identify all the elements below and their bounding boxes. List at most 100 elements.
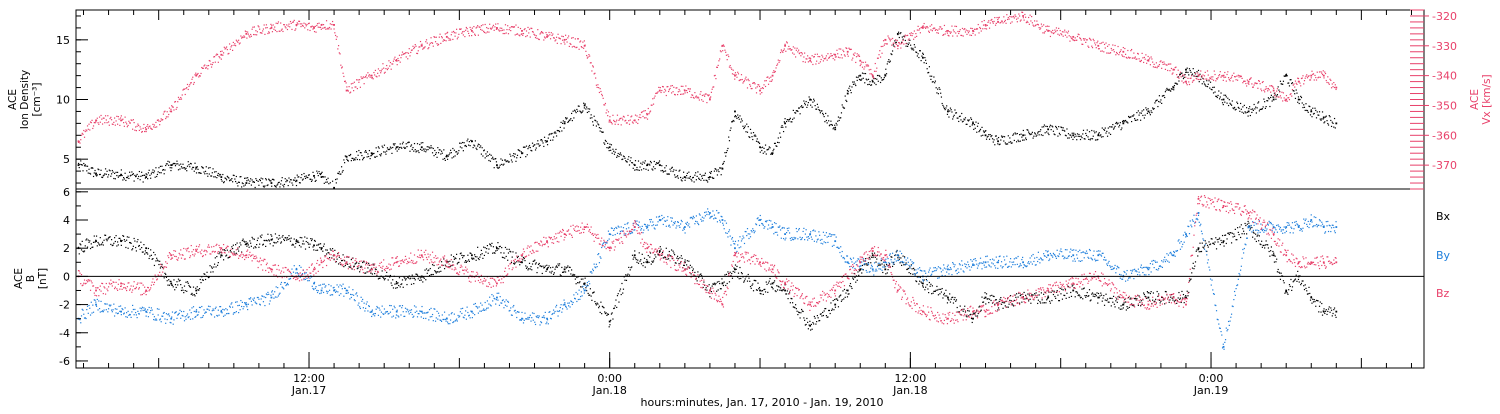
bx-dot — [655, 256, 657, 258]
density-dot — [594, 119, 596, 121]
vx-dot — [164, 110, 166, 112]
vx-point — [1222, 74, 1225, 77]
vx-dot — [840, 54, 843, 56]
density-dot — [213, 171, 216, 173]
vx-dot — [1304, 77, 1306, 79]
bx-dot — [1112, 295, 1115, 298]
bx-dot — [522, 256, 525, 259]
bx-dot — [254, 246, 256, 248]
vx-dot — [1242, 80, 1245, 82]
bx-dot — [1127, 307, 1129, 309]
vx-dot — [1108, 44, 1110, 46]
density-dot — [128, 177, 130, 180]
density-dot — [894, 40, 896, 42]
bx-dot — [895, 251, 897, 253]
density-dot — [202, 167, 204, 169]
bx-dot — [1041, 299, 1043, 301]
vx-dot — [1088, 46, 1090, 48]
density-dot — [170, 169, 172, 172]
density-dot — [579, 110, 581, 112]
density-dot — [652, 169, 654, 171]
density-dot — [1241, 111, 1243, 113]
density-dot — [509, 153, 511, 155]
bx-dot — [395, 281, 398, 283]
vx-dot — [379, 70, 381, 72]
vx-dot — [387, 67, 389, 69]
density-dot — [1314, 107, 1316, 109]
vx-dot — [1185, 82, 1188, 84]
vx-dot — [527, 26, 529, 29]
bx-dot — [526, 266, 528, 268]
density-dot — [387, 148, 389, 150]
vx-dot — [232, 41, 234, 44]
density-dot — [1257, 102, 1259, 104]
density-dot — [183, 167, 185, 169]
vx-dot — [962, 35, 964, 37]
vx-dot — [454, 35, 456, 37]
vx-dot — [147, 124, 149, 126]
bx-dot — [1064, 294, 1066, 297]
vx-dot — [648, 113, 650, 115]
bx-dot — [548, 265, 550, 267]
density-dot — [915, 51, 917, 53]
vx-dot — [248, 35, 250, 37]
density-dot — [852, 81, 854, 83]
density-dot — [1137, 119, 1139, 121]
density-dot — [176, 160, 178, 162]
vx-dot — [147, 127, 150, 129]
vx-dot — [1071, 38, 1073, 40]
bx-dot — [119, 239, 122, 241]
density-dot — [1145, 107, 1147, 109]
density-dot — [437, 147, 439, 149]
vx-point — [1022, 15, 1025, 17]
bx-dot — [728, 272, 730, 275]
density-dot — [134, 174, 136, 177]
vx-dot — [673, 93, 676, 96]
vx-dot — [1312, 73, 1315, 75]
bx-dot — [317, 244, 319, 246]
density-dot — [778, 141, 780, 144]
density-dot — [454, 155, 456, 157]
density-point — [1247, 110, 1250, 113]
density-dot — [298, 182, 301, 184]
bx-point — [1222, 240, 1225, 243]
density-dot — [922, 53, 924, 55]
bx-dot — [569, 266, 571, 269]
bx-dot — [568, 266, 570, 268]
density-dot — [692, 176, 694, 178]
bx-dot — [174, 289, 176, 291]
density-dot — [572, 110, 574, 112]
density-dot — [825, 119, 828, 122]
density-dot — [89, 173, 92, 175]
bx-dot — [597, 303, 599, 305]
density-dot — [1063, 129, 1065, 132]
density-dot — [589, 117, 591, 119]
density-dot — [537, 140, 539, 142]
bx-dot — [355, 262, 357, 264]
bx-dot — [758, 286, 761, 289]
vx-dot — [601, 95, 604, 97]
bx-dot — [584, 277, 586, 279]
vx-dot — [401, 54, 403, 56]
density-dot — [1234, 109, 1236, 111]
vx-dot — [1073, 39, 1076, 42]
bx-dot — [825, 315, 828, 317]
vx-dot — [710, 96, 712, 98]
bx-dot — [595, 303, 597, 305]
density-point — [295, 179, 298, 182]
vx-dot — [689, 90, 691, 92]
vx-dot — [1002, 22, 1004, 24]
density-dot — [88, 168, 90, 170]
vx-dot — [715, 78, 717, 80]
bx-dot — [290, 237, 292, 239]
bx-dot — [480, 254, 482, 256]
vx-dot — [158, 120, 160, 122]
bx-dot — [601, 313, 603, 315]
vx-dot — [774, 70, 776, 73]
bx-dot — [462, 255, 464, 257]
bx-dot — [1111, 297, 1113, 300]
vx-dot — [826, 59, 828, 61]
vx-dot — [378, 75, 380, 77]
vx-dot — [275, 22, 277, 24]
density-dot — [861, 78, 863, 80]
